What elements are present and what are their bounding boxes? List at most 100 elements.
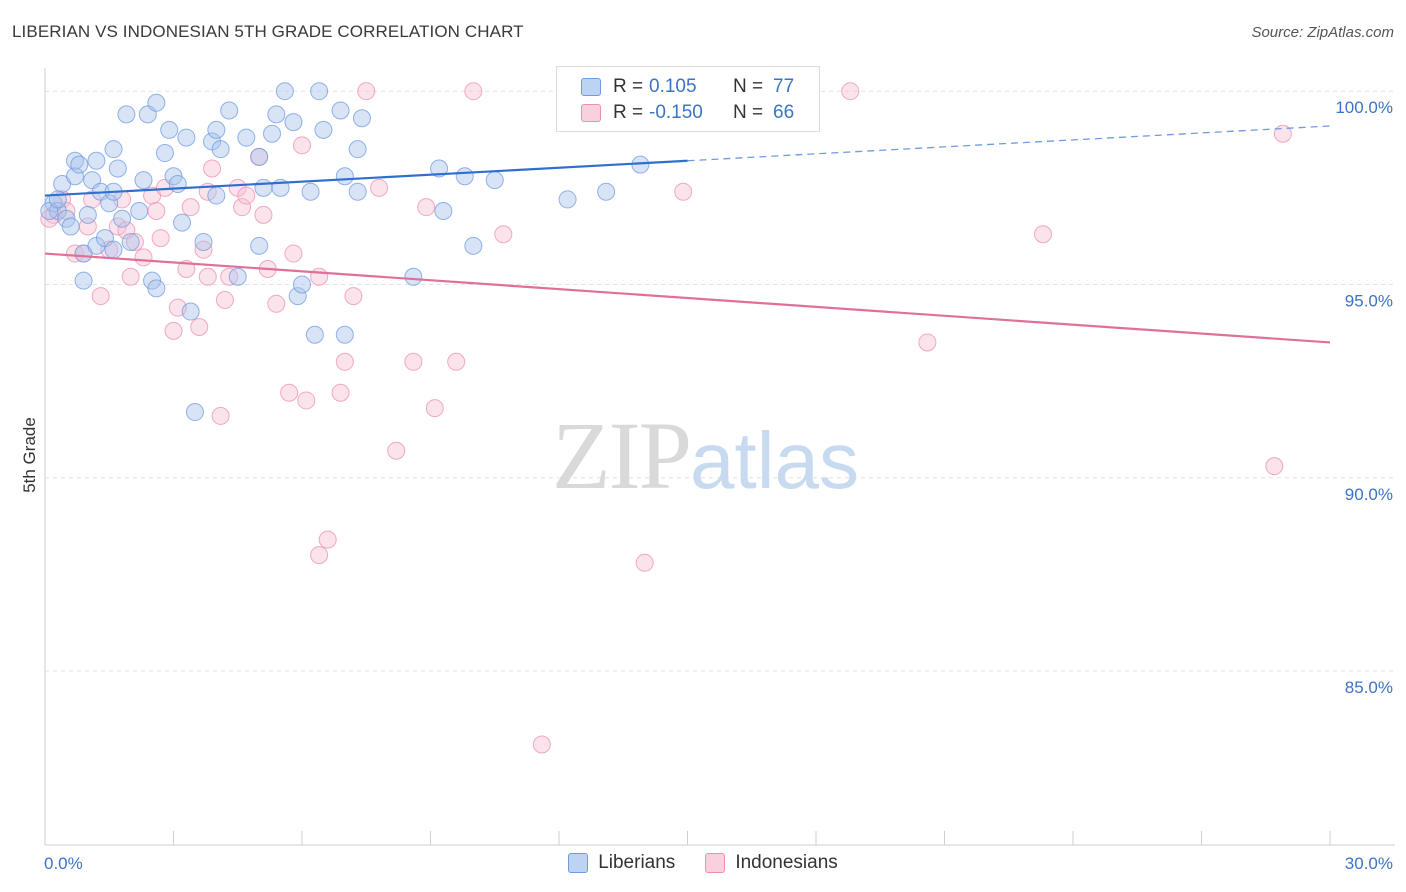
scatter-point (404, 267, 423, 286)
scatter-point (151, 229, 170, 248)
scatter-point (635, 553, 654, 572)
legend-n-label: N = (733, 102, 764, 123)
scatter-point (134, 171, 153, 190)
scatter-point (275, 82, 294, 101)
scatter-point (160, 120, 179, 139)
scatter-point (250, 236, 269, 255)
scatter-point (215, 290, 234, 309)
scatter-point (280, 383, 299, 402)
scatter-point (348, 182, 367, 201)
legend-n-label: N = (733, 76, 764, 97)
scatter-point (284, 113, 303, 132)
legend-item-liberians[interactable]: Liberians (568, 852, 675, 874)
scatter-point (207, 120, 226, 139)
scatter-point (597, 182, 616, 201)
axes (44, 68, 1395, 846)
stats-legend: R = 0.105 N = 77 R = -0.150 N = 66 (556, 66, 820, 132)
trend-lines (44, 125, 1331, 344)
scatter-point (211, 140, 230, 159)
scatter-point (147, 93, 166, 112)
scatter-point (387, 441, 406, 460)
legend-item-indonesians[interactable]: Indonesians (705, 852, 838, 874)
indonesians-points (40, 82, 1292, 754)
scatter-point (91, 287, 110, 306)
series-legend: Liberians Indonesians (0, 852, 1406, 874)
y-tick-label: 85.0% (1345, 678, 1393, 697)
legend-n-value: 66 (773, 102, 795, 123)
scatter-point (104, 140, 123, 159)
scatter-point (168, 174, 187, 193)
scatter-point (108, 159, 127, 178)
scatter-point (674, 182, 693, 201)
scatter-point (447, 352, 466, 371)
scatter-point (173, 213, 192, 232)
scatter-point (147, 279, 166, 298)
scatter-point (494, 225, 513, 244)
scatter-point (121, 232, 140, 251)
scatter-point (237, 186, 256, 205)
scatter-point (233, 198, 252, 217)
scatter-point (1265, 457, 1284, 476)
scatter-point (78, 205, 97, 224)
scatter-point (464, 82, 483, 101)
scatter-point (250, 147, 269, 166)
scatter-point (485, 171, 504, 190)
scatter-point (147, 202, 166, 221)
legend-swatch-liberians (568, 853, 589, 873)
legend-swatch-indonesians (705, 853, 726, 873)
legend-swatch-liberians (581, 78, 601, 96)
scatter-point (288, 287, 307, 306)
legend-r-value: -0.150 (649, 102, 703, 123)
scatter-point (305, 325, 324, 344)
scatter-point (434, 202, 453, 221)
scatter-point (293, 136, 311, 155)
indonesians-trend-line (44, 252, 1331, 344)
scatter-point (430, 159, 449, 178)
legend-row-indonesians: R = -0.150 N = 66 (581, 101, 794, 125)
scatter-point (558, 190, 577, 209)
x-tick-label: 30.0% (1345, 854, 1393, 873)
scatter-point (425, 399, 444, 418)
scatter-point (348, 140, 367, 159)
legend-row-liberians: R = 0.105 N = 77 (581, 75, 794, 99)
scatter-point (104, 240, 123, 259)
scatter-point (74, 271, 93, 290)
scatter-point (125, 232, 144, 251)
y-tick-label: 95.0% (1345, 291, 1393, 310)
scatter-point (318, 530, 337, 549)
y-tick-label: 90.0% (1345, 485, 1393, 504)
scatter-point (211, 406, 230, 425)
scatter-point (370, 178, 389, 197)
scatter-point (207, 186, 226, 205)
scatter-point (344, 287, 363, 306)
scatter-point (185, 403, 204, 422)
scatter-point (220, 101, 239, 120)
legend-r-value: 0.105 (649, 76, 697, 97)
scatter-point (310, 267, 329, 286)
scatter-point (130, 202, 149, 221)
scatter-point (254, 178, 273, 197)
scatter-point (293, 275, 311, 294)
scatter-point (314, 120, 333, 139)
scatter-point (100, 194, 119, 213)
scatter-point (113, 209, 132, 228)
liberians-trend-line (44, 159, 688, 197)
scatter-point (284, 244, 303, 263)
source-credit: Source: ZipAtlas.com (1251, 24, 1394, 41)
tick-labels: 100.0% 95.0% 90.0% 85.0% 0.0% 30.0% (44, 98, 1393, 873)
scatter-point (87, 151, 106, 170)
scatter-point (301, 182, 320, 201)
scatter-point (117, 105, 136, 124)
scatter-point (1273, 124, 1292, 143)
scatter-point (335, 352, 354, 371)
watermark-atlas: atlas (690, 416, 859, 505)
legend-swatch-indonesians (581, 104, 601, 122)
zipatlas-watermark: ZIPatlas (552, 400, 859, 511)
scatter-point (254, 205, 273, 224)
scatter-point (237, 128, 256, 147)
legend-r-label: R = (613, 102, 644, 123)
scatter-point (335, 167, 354, 186)
scatter-point (70, 155, 89, 174)
scatter-point (203, 159, 222, 178)
